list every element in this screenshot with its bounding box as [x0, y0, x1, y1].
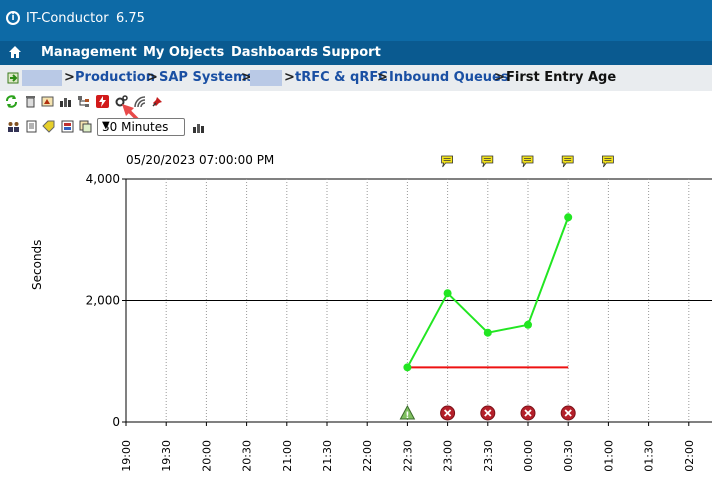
app-name: IT-Conductor	[26, 11, 109, 26]
delete-icon[interactable]	[24, 95, 37, 108]
export-icon[interactable]	[7, 71, 20, 84]
y-axis-label: Seconds	[30, 239, 44, 290]
x-tick-label: 21:30	[321, 440, 334, 472]
x-tick-label: 21:00	[281, 440, 294, 472]
error-event-mark	[564, 409, 572, 417]
breadcrumb-separator: >	[377, 70, 388, 85]
y-tick-label: 2,000	[86, 294, 120, 308]
annotation-note-icon	[481, 155, 494, 168]
x-tick-label: 20:30	[241, 440, 254, 472]
breadcrumb-trfc-qrfc[interactable]: tRFC & qRFC	[295, 70, 388, 85]
pin-icon[interactable]	[151, 95, 164, 108]
y-tick-label: 0	[112, 415, 120, 429]
lightning-icon[interactable]	[96, 95, 109, 108]
redacted-system-name	[22, 70, 62, 86]
breadcrumb: > Production > SAP Systems > > tRFC & qR…	[0, 65, 712, 91]
x-tick-label: 22:30	[401, 440, 414, 472]
breadcrumb-separator: >	[241, 70, 252, 85]
main-menu-bar: Management My Objects Dashboards Support	[0, 41, 712, 65]
breadcrumb-sap-systems[interactable]: SAP Systems	[159, 70, 255, 85]
settings-gear-icon[interactable]	[115, 95, 128, 108]
users-icon[interactable]	[7, 120, 20, 133]
bar-chart-icon[interactable]	[192, 121, 205, 134]
annotation-note-icon	[602, 155, 614, 168]
error-event-icon	[440, 405, 456, 421]
report-icon[interactable]	[61, 120, 74, 133]
x-tick-label: 00:00	[522, 440, 535, 472]
error-event-mark	[443, 409, 452, 417]
annotation-note-icon	[561, 155, 574, 168]
warning-event-icon	[399, 404, 416, 420]
data-point	[443, 289, 452, 298]
breadcrumb-separator: >	[64, 70, 75, 85]
breadcrumb-separator: >	[284, 70, 295, 85]
error-event-mark	[524, 409, 532, 417]
bar-chart-icon[interactable]	[59, 95, 72, 108]
breadcrumb-current-page: First Entry Age	[506, 70, 617, 85]
refresh-icon[interactable]	[5, 95, 18, 108]
data-point	[524, 320, 532, 329]
alert-config-icon[interactable]	[41, 95, 54, 108]
error-event-mark	[484, 409, 492, 417]
home-icon[interactable]	[8, 45, 22, 59]
data-point	[483, 328, 492, 337]
error-event-icon	[480, 405, 496, 421]
annotation-note-icon	[521, 155, 534, 168]
x-tick-label: 00:30	[562, 440, 575, 472]
series-line	[406, 216, 570, 368]
interval-select-value: 30 Minutes	[102, 120, 169, 134]
menu-my-objects[interactable]: My Objects	[143, 45, 225, 60]
copy-icon[interactable]	[79, 120, 92, 133]
breadcrumb-inbound-queues[interactable]: Inbound Queues	[389, 70, 509, 85]
x-tick-label: 20:00	[200, 440, 213, 472]
x-tick-label: 01:00	[602, 440, 615, 472]
chart-timestamp: 05/20/2023 07:00:00 PM	[126, 153, 275, 167]
title-bar: i IT-Conductor 6.75	[0, 0, 712, 41]
redacted-sid	[250, 70, 282, 86]
x-tick-label: 22:00	[361, 440, 374, 472]
x-tick-label: 23:00	[442, 440, 455, 472]
x-tick-label: 19:00	[120, 440, 133, 472]
error-event-icon	[560, 405, 576, 421]
error-event-icon	[520, 405, 536, 421]
x-tick-label: 19:30	[160, 440, 173, 472]
menu-management[interactable]: Management	[41, 45, 137, 60]
warning-event-mark: !	[405, 411, 409, 421]
signal-icon[interactable]	[133, 95, 146, 108]
it-conductor-logo-icon: i	[6, 11, 20, 25]
breadcrumb-production[interactable]: Production	[75, 70, 155, 85]
x-tick-label: 01:30	[643, 440, 656, 472]
hierarchy-icon[interactable]	[77, 95, 90, 108]
document-icon[interactable]	[25, 120, 38, 133]
breadcrumb-separator: >	[494, 70, 505, 85]
data-point	[564, 213, 573, 222]
app-version: 6.75	[116, 11, 145, 26]
breadcrumb-separator: >	[147, 70, 158, 85]
menu-support[interactable]: Support	[322, 45, 381, 60]
chevron-down-icon: ▼	[102, 120, 110, 131]
menu-dashboards[interactable]: Dashboards	[231, 45, 319, 60]
interval-select[interactable]: 30 Minutes ▼	[97, 118, 185, 136]
x-tick-label: 02:00	[683, 440, 696, 472]
data-point	[403, 363, 412, 372]
y-tick-label: 4,000	[86, 172, 120, 186]
x-tick-label: 23:30	[482, 440, 495, 472]
annotation-note-icon	[441, 155, 454, 168]
tag-icon[interactable]	[42, 120, 55, 133]
